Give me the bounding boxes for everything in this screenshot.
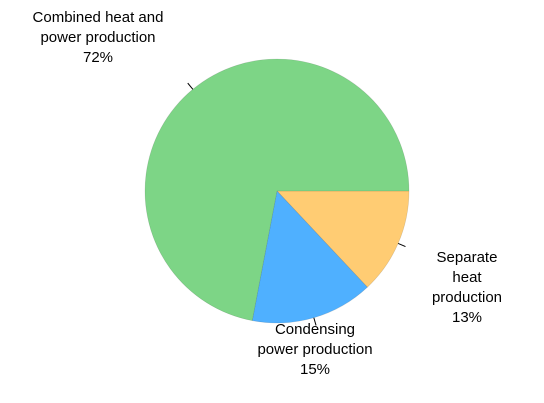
slice-value: 15%	[299, 361, 331, 378]
slice-label: Combined heat and power production 72%	[33, 8, 164, 68]
pie-slice	[276, 190, 410, 288]
leader-line	[397, 242, 406, 248]
leader-line	[187, 82, 194, 90]
pie-slice	[251, 190, 368, 324]
leader-line	[313, 317, 317, 326]
slice-name: Condensing power production	[257, 321, 373, 358]
slice-name: Separate heat production	[431, 249, 503, 306]
slice-label: Condensing power production 15%	[257, 320, 372, 380]
slice-name: Combined heat and power production	[32, 9, 164, 46]
pie-slice	[144, 58, 410, 322]
slice-value: 72%	[82, 49, 114, 66]
slice-label: Separate heat production 13%	[429, 248, 506, 328]
slice-value: 13%	[451, 309, 483, 326]
